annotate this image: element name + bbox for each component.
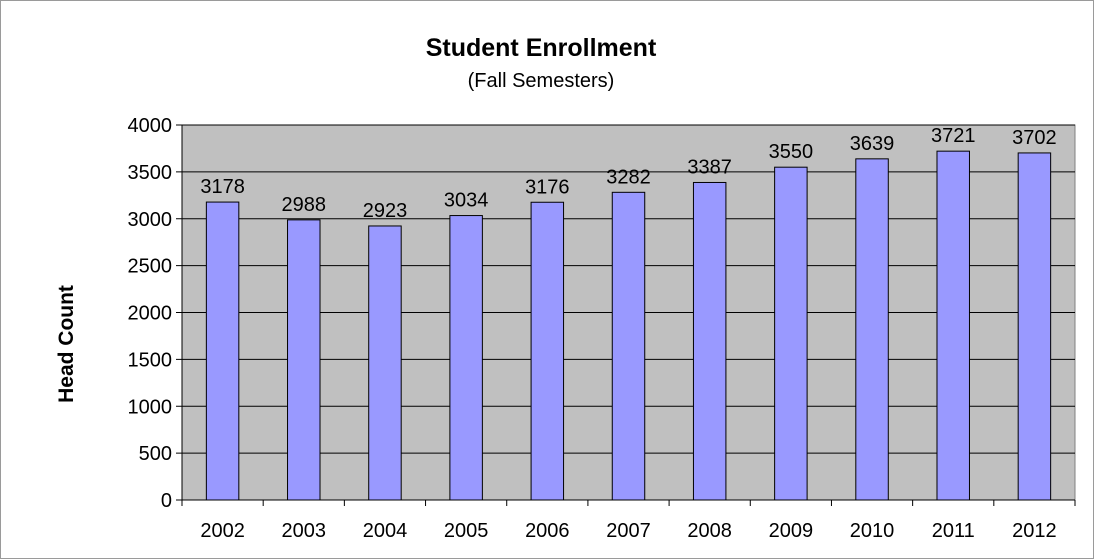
y-axis-label: Head Count (55, 285, 78, 403)
x-tick-label-2004: 2004 (363, 520, 408, 542)
data-label-2005: 3034 (444, 190, 489, 212)
y-tick-label: 2500 (128, 256, 173, 278)
bar-2011 (936, 150, 970, 501)
bar-2007 (611, 191, 646, 501)
data-label-2011: 3721 (931, 125, 976, 147)
y-tick-label: 0 (161, 490, 172, 512)
y-tick-label: 2000 (128, 303, 173, 325)
data-label-2008: 3387 (687, 156, 732, 178)
data-label-2010: 3639 (850, 133, 895, 155)
data-label-2006: 3176 (525, 176, 570, 198)
data-label-2003: 2988 (282, 194, 327, 216)
data-label-2007: 3282 (606, 166, 651, 188)
x-tick-label-2003: 2003 (282, 520, 327, 542)
y-tick-label: 3000 (128, 209, 173, 231)
data-label-2009: 3550 (769, 141, 814, 163)
bar-2002 (205, 201, 240, 501)
y-tick-label: 4000 (128, 115, 173, 137)
bar-2008 (692, 181, 727, 501)
bar-2004 (368, 225, 402, 501)
bar-2005 (449, 215, 483, 501)
chart-subtitle: (Fall Semesters) (468, 70, 615, 92)
data-label-2004: 2923 (363, 200, 408, 222)
y-tick-label: 500 (139, 443, 172, 465)
x-tick-label-2002: 2002 (200, 520, 245, 542)
x-tick-label-2008: 2008 (687, 520, 732, 542)
chart-title: Student Enrollment (426, 34, 657, 62)
data-label-2012: 3702 (1012, 127, 1057, 149)
bar-2006 (530, 201, 565, 501)
bar-2010 (855, 158, 889, 501)
x-tick-label-2005: 2005 (444, 520, 489, 542)
x-tick-label-2011: 2011 (932, 520, 975, 542)
bar-2003 (287, 219, 321, 501)
y-tick-label: 1000 (128, 396, 173, 418)
x-tick-label-2010: 2010 (850, 520, 895, 542)
y-tick-label: 1500 (128, 349, 173, 371)
x-tick-label-2007: 2007 (606, 520, 651, 542)
data-label-2002: 3178 (200, 176, 245, 198)
bar-2009 (774, 166, 808, 501)
x-tick-label-2006: 2006 (525, 520, 570, 542)
x-tick-label-2012: 2012 (1012, 520, 1057, 542)
x-tick-label-2009: 2009 (769, 520, 814, 542)
plot-area: 0 500 1000 1500 2000 2500 3000 3500 4000 3178 2002… (128, 115, 1076, 542)
bar-2012 (1017, 152, 1052, 501)
y-tick-label: 3500 (128, 162, 173, 184)
